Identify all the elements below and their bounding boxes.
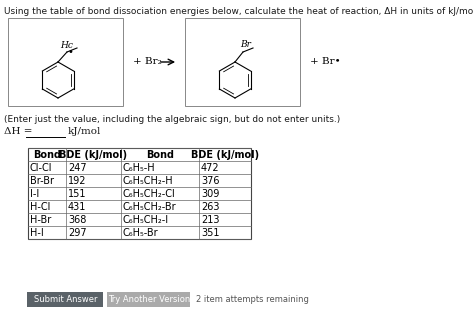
Text: Submit Answer: Submit Answer (34, 295, 97, 304)
Text: + Br•: + Br• (310, 57, 341, 67)
Text: I-I: I-I (30, 189, 39, 199)
Text: Br-Br: Br-Br (30, 176, 54, 186)
FancyBboxPatch shape (27, 291, 103, 306)
Text: 263: 263 (201, 202, 219, 212)
Text: C₆H₅CH₂-Cl: C₆H₅CH₂-Cl (123, 189, 176, 199)
Text: Hc: Hc (60, 41, 73, 50)
Text: C₆H₅CH₂-Br: C₆H₅CH₂-Br (123, 202, 177, 212)
Text: 351: 351 (201, 228, 219, 238)
Text: Try Another Version: Try Another Version (108, 295, 190, 304)
Text: 247: 247 (68, 163, 87, 173)
Text: 213: 213 (201, 215, 219, 225)
Text: ΔH =: ΔH = (4, 127, 33, 136)
Text: C₆H₅CH₂-H: C₆H₅CH₂-H (123, 176, 173, 186)
Text: Using the table of bond dissociation energies below, calculate the heat of react: Using the table of bond dissociation ene… (4, 7, 474, 16)
Text: 472: 472 (201, 163, 219, 173)
Text: 309: 309 (201, 189, 219, 199)
Text: 376: 376 (201, 176, 219, 186)
Text: kJ/mol: kJ/mol (68, 127, 101, 136)
Bar (185, 18, 300, 106)
Text: C₆H₅CH₂-I: C₆H₅CH₂-I (123, 215, 169, 225)
Text: Br: Br (240, 40, 251, 49)
Text: BDE (kJ/mol): BDE (kJ/mol) (191, 150, 259, 160)
Bar (28, 148, 251, 239)
Text: Bond: Bond (33, 150, 61, 160)
Text: 431: 431 (68, 202, 86, 212)
Text: 151: 151 (68, 189, 86, 199)
Text: + Br₂: + Br₂ (133, 57, 162, 67)
Text: Cl-Cl: Cl-Cl (30, 163, 53, 173)
Text: H-Br: H-Br (30, 215, 51, 225)
Text: (Enter just the value, including the algebraic sign, but do not enter units.): (Enter just the value, including the alg… (4, 115, 340, 124)
Text: 2 item attempts remaining: 2 item attempts remaining (196, 295, 309, 304)
FancyBboxPatch shape (108, 291, 191, 306)
Text: H-Cl: H-Cl (30, 202, 50, 212)
Text: 192: 192 (68, 176, 86, 186)
Text: C₆H₅-Br: C₆H₅-Br (123, 228, 159, 238)
Text: C₆H₅-H: C₆H₅-H (123, 163, 155, 173)
Text: 368: 368 (68, 215, 86, 225)
Text: BDE (kJ/mol): BDE (kJ/mol) (59, 150, 128, 160)
Text: H-I: H-I (30, 228, 44, 238)
Text: Bond: Bond (146, 150, 174, 160)
Bar (8, 18, 123, 106)
Text: 297: 297 (68, 228, 87, 238)
Text: •: • (68, 47, 74, 57)
